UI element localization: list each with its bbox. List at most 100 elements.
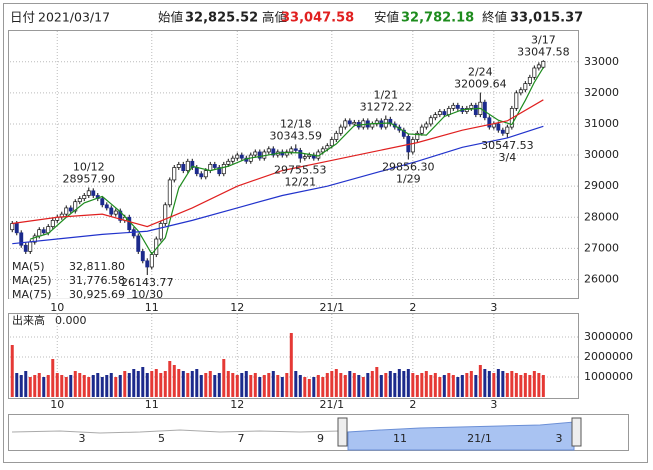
volume-bar — [433, 373, 437, 397]
volume-bar — [33, 375, 37, 397]
volume-bar — [429, 375, 433, 397]
candle-body — [320, 148, 325, 153]
volume-bar — [145, 373, 149, 397]
x-tick-label: 12 — [230, 301, 244, 314]
candle-body — [185, 160, 190, 171]
x-tick-label: 21/1 — [319, 398, 344, 411]
volume-bar — [262, 375, 266, 397]
x-tick-label: 11 — [145, 398, 159, 411]
annotation-value: 26143.77 — [121, 276, 174, 289]
candle-body — [10, 223, 15, 231]
candle-body — [28, 241, 33, 252]
candle-body — [266, 148, 271, 153]
navigator-handle-right[interactable] — [571, 417, 582, 447]
candle-body — [505, 126, 510, 134]
candle-body — [37, 229, 42, 237]
candle-body — [86, 190, 91, 196]
candle-body — [257, 151, 262, 159]
volume-bar — [195, 369, 199, 397]
candle-body — [536, 64, 541, 69]
candle-body — [410, 139, 415, 153]
candle-body — [541, 60, 546, 68]
y-tick-label: 31000 — [584, 117, 619, 130]
volume-bar — [42, 377, 46, 397]
price-panel — [8, 30, 579, 299]
volume-bar — [136, 371, 140, 397]
volume-bar — [348, 371, 352, 397]
candle-body — [487, 117, 492, 128]
volume-bar — [222, 359, 226, 397]
volume-bar — [514, 373, 518, 397]
open: 32,825.52 — [185, 11, 258, 26]
y-tick-label: 29000 — [584, 179, 619, 192]
ma-line — [12, 125, 544, 245]
candle-body — [235, 154, 240, 159]
candle-body — [50, 220, 55, 227]
navigator-label: 3 — [79, 432, 86, 445]
volume-bar — [406, 369, 410, 397]
annotation-date: 1/21 — [373, 88, 398, 101]
volume-bar — [451, 375, 455, 397]
candle-body — [190, 160, 195, 168]
legend-value: 32,811.80 — [69, 260, 125, 273]
volume-bar — [51, 359, 55, 397]
volume-bar — [361, 377, 365, 397]
volume-bar — [303, 377, 307, 397]
y-tick-label: 28000 — [584, 210, 619, 223]
volume-bar — [483, 369, 487, 397]
candle-body — [104, 204, 109, 209]
candle-body — [199, 173, 204, 178]
candle-body — [347, 120, 352, 125]
y-tick-label: 30000 — [584, 148, 619, 161]
open-label: 始値 — [158, 10, 183, 25]
candle-body — [514, 92, 519, 109]
candle-body — [523, 83, 528, 91]
volume-bar — [402, 371, 406, 397]
x-tick-label: 11 — [145, 301, 159, 314]
candle-body — [442, 111, 447, 115]
candle-body — [298, 150, 303, 159]
candle-body — [500, 129, 505, 134]
candle-body — [181, 164, 186, 171]
annotation-date: 10/30 — [131, 288, 163, 301]
candle-body — [64, 207, 69, 215]
candle-body — [433, 114, 438, 119]
candle-body — [127, 216, 132, 231]
low-label: 安値 — [374, 10, 399, 25]
volume-bar — [87, 377, 91, 397]
legend-value: 31,776.58 — [69, 274, 125, 287]
legend-value: 30,925.69 — [69, 288, 125, 301]
volume-bar — [528, 375, 532, 397]
candle-body — [140, 251, 145, 262]
volume-bar — [141, 367, 145, 397]
volume-bar — [519, 375, 523, 397]
volume-bar — [109, 373, 113, 397]
volume-bar — [190, 371, 194, 397]
annotation-value: 32009.64 — [454, 78, 507, 91]
candle-body — [446, 108, 451, 115]
annotation-value: 29856.30 — [382, 161, 435, 174]
x-tick-label: 10 — [50, 398, 64, 411]
candle-body — [343, 120, 348, 128]
volume-bar — [496, 369, 500, 397]
y-tick-label: 26000 — [584, 272, 619, 285]
volume-bar — [343, 375, 347, 397]
volume-bar — [321, 377, 325, 397]
volume-bar — [91, 375, 95, 397]
candle-body — [73, 201, 78, 212]
volume-bar — [208, 371, 212, 397]
candle-body — [428, 117, 433, 125]
volume-bar — [249, 375, 253, 397]
volume-bar — [424, 371, 428, 397]
volume-bar — [294, 371, 298, 397]
y-tick-label: 33000 — [584, 55, 619, 68]
annotation-date: 12/18 — [280, 117, 312, 130]
volume-bar — [325, 373, 329, 397]
candle-body — [302, 156, 307, 159]
navigator-handle-left[interactable] — [337, 417, 348, 447]
x-tick-label: 10 — [50, 301, 64, 314]
candle-body — [109, 207, 114, 215]
legend-name: MA(5) — [12, 260, 45, 273]
volume-bar — [397, 369, 401, 397]
ma-line — [30, 67, 544, 255]
